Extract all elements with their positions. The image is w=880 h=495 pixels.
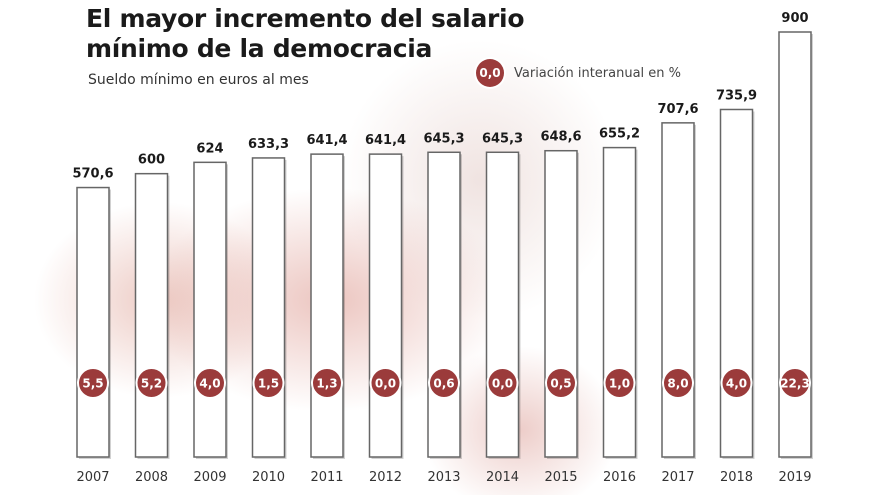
bar (661, 122, 695, 458)
variation-marker (662, 367, 694, 399)
variation-marker (252, 367, 285, 399)
variation-marker (779, 367, 811, 399)
variation-label: 0,0 (375, 377, 396, 391)
variation-marker (486, 367, 519, 399)
variation-marker (369, 367, 402, 399)
bar (427, 151, 461, 458)
x-tick-label: 2018 (720, 470, 753, 485)
bar (602, 146, 637, 458)
variation-label: 1,5 (258, 377, 279, 391)
variation-label: 0,5 (550, 377, 571, 391)
variation-label: 4,0 (199, 377, 220, 391)
bar (76, 186, 110, 458)
bar (368, 153, 403, 458)
value-label: 641,4 (365, 133, 406, 148)
x-tick-label: 2019 (778, 470, 811, 485)
x-tick-label: 2016 (603, 470, 636, 485)
value-label: 645,3 (423, 131, 464, 146)
x-tick-label: 2009 (193, 470, 226, 485)
variation-label: 8,0 (667, 377, 688, 391)
variation-marker (545, 367, 577, 399)
x-tick-label: 2015 (544, 470, 577, 485)
legend-marker: 0,0 (476, 59, 504, 87)
x-tick-label: 2017 (661, 470, 694, 485)
x-tick-label: 2010 (252, 470, 285, 485)
value-label: 624 (196, 141, 223, 156)
value-label: 707,6 (657, 102, 698, 117)
bar (310, 153, 344, 458)
variation-marker (311, 367, 343, 399)
value-label: 633,3 (248, 137, 289, 152)
variation-label: 4,0 (726, 377, 747, 391)
legend: 0,0 Variación interanual en % (476, 59, 681, 87)
variation-marker (720, 367, 753, 399)
x-tick-label: 2012 (369, 470, 402, 485)
variation-marker (428, 367, 460, 399)
variation-label: 1,0 (609, 377, 630, 391)
bar (193, 161, 227, 458)
value-label: 570,6 (72, 167, 113, 182)
bar (544, 149, 578, 458)
variation-marker (77, 367, 109, 399)
chart-subtitle: Sueldo mínimo en euros al mes (88, 72, 309, 88)
variation-marker (135, 367, 168, 399)
value-label: 655,2 (599, 127, 640, 142)
x-tick-label: 2011 (310, 470, 343, 485)
variation-label: 0,6 (433, 377, 454, 391)
variation-label: 5,2 (141, 377, 162, 391)
x-tick-label: 2008 (135, 470, 168, 485)
value-label: 900 (781, 11, 808, 26)
value-label: 645,3 (482, 131, 523, 146)
value-label: 641,4 (306, 133, 347, 148)
variation-label: 22,3 (780, 377, 810, 391)
variation-marker (603, 367, 636, 399)
value-label: 735,9 (716, 88, 757, 103)
bar (485, 151, 520, 458)
variation-label: 0,0 (492, 377, 513, 391)
x-tick-label: 2014 (486, 470, 519, 485)
legend-text: Variación interanual en % (514, 65, 682, 81)
x-tick-label: 2007 (76, 470, 109, 485)
value-label: 600 (138, 153, 165, 168)
variation-label: 1,3 (316, 377, 337, 391)
chart-title: El mayor incremento del salario mínimo d… (86, 4, 525, 63)
bar (719, 108, 754, 458)
value-label: 648,6 (540, 130, 581, 145)
variation-marker (194, 367, 226, 399)
variation-label: 5,5 (82, 377, 103, 391)
x-tick-label: 2013 (427, 470, 460, 485)
bar (134, 172, 169, 458)
bar (251, 157, 286, 458)
